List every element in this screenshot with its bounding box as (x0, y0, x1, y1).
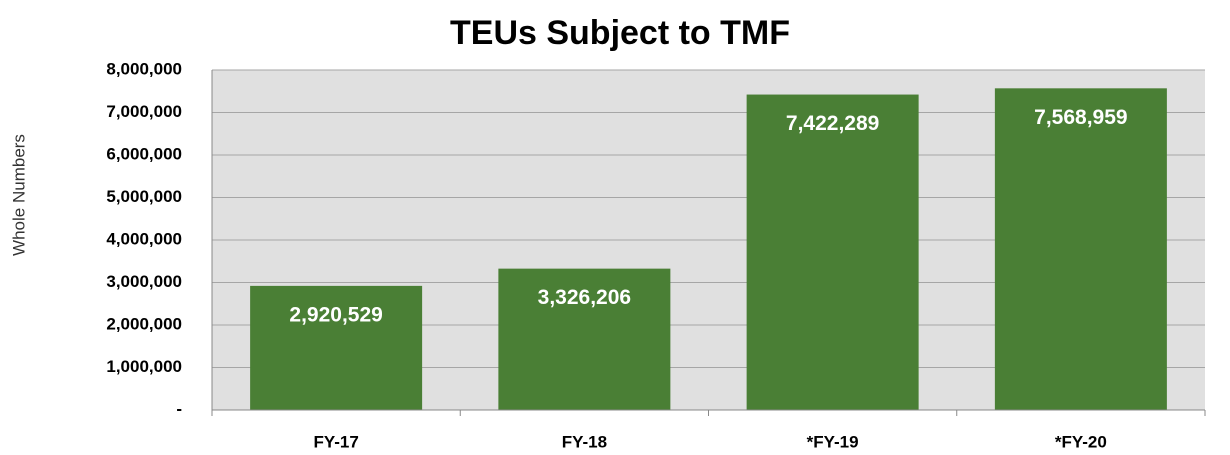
y-tick-label: 3,000,000 (106, 272, 182, 291)
x-tick-label: *FY-19 (807, 432, 859, 451)
y-tick-label: 4,000,000 (106, 229, 182, 248)
x-tick-label: FY-18 (562, 432, 607, 451)
bar (250, 285, 423, 410)
chart-title: TEUs Subject to TMF (450, 14, 790, 52)
y-tick-label: 1,000,000 (106, 357, 182, 376)
y-axis-title: Whole Numbers (9, 134, 28, 256)
x-tick-label: *FY-20 (1055, 432, 1107, 451)
data-label: 2,920,529 (289, 303, 382, 326)
bar (994, 88, 1167, 410)
y-tick-label: 7,000,000 (106, 102, 182, 121)
y-tick-label: - (176, 399, 182, 418)
y-tick-label: 8,000,000 (106, 59, 182, 78)
data-label: 7,422,289 (786, 112, 879, 135)
data-label: 3,326,206 (538, 286, 631, 309)
y-tick-label: 2,000,000 (106, 314, 182, 333)
bar (498, 268, 671, 410)
y-tick-label: 5,000,000 (106, 187, 182, 206)
y-tick-label: 6,000,000 (106, 144, 182, 163)
bar (746, 94, 919, 410)
data-label: 7,568,959 (1034, 106, 1127, 129)
x-tick-label: FY-17 (313, 432, 358, 451)
